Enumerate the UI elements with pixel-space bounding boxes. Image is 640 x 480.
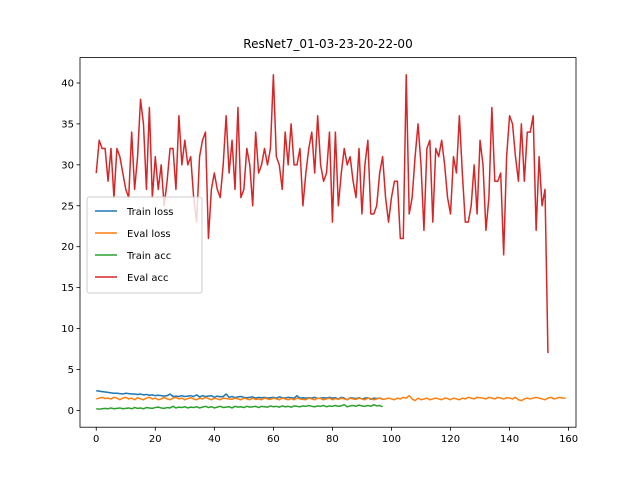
x-tick-label: 0 — [93, 434, 99, 445]
plot-frame — [79, 57, 577, 428]
series-line-eval-acc — [95, 74, 549, 354]
legend-label-train-acc: Train acc — [126, 251, 171, 262]
y-tick-label: 10 — [61, 324, 74, 335]
legend: Train loss Eval loss Train acc Eval acc — [86, 196, 203, 294]
x-axis: 0 20 40 60 80 100 120 140 160 — [93, 427, 578, 445]
x-tick-label: 80 — [326, 434, 339, 445]
x-tick-label: 120 — [441, 434, 460, 445]
y-tick-label: 35 — [61, 119, 74, 130]
y-tick-label: 0 — [68, 406, 74, 417]
y-tick-label: 20 — [61, 242, 74, 253]
legend-label-eval-acc: Eval acc — [127, 273, 168, 284]
x-tick-label: 140 — [500, 434, 519, 445]
x-tick-label: 60 — [267, 434, 280, 445]
chart-title: ResNet7_01-03-23-20-22-00 — [243, 37, 412, 51]
y-tick-label: 5 — [68, 365, 74, 376]
y-tick-label: 30 — [61, 160, 74, 171]
x-tick-label: 40 — [208, 434, 221, 445]
y-axis: 0 5 10 15 20 25 30 35 40 — [61, 78, 80, 417]
y-tick-label: 15 — [61, 283, 74, 294]
x-tick-label: 20 — [149, 434, 162, 445]
legend-label-train-loss: Train loss — [126, 207, 174, 218]
legend-label-eval-loss: Eval loss — [127, 229, 171, 240]
x-tick-label: 160 — [559, 434, 578, 445]
series-line-train-loss — [96, 390, 383, 401]
legend-box — [86, 196, 203, 294]
series-lines — [95, 74, 566, 410]
y-tick-label: 40 — [61, 78, 74, 89]
series-line-train-acc — [96, 403, 383, 410]
series-line-eval-loss — [96, 394, 566, 402]
x-tick-label: 100 — [382, 434, 401, 445]
y-tick-label: 25 — [61, 201, 74, 212]
